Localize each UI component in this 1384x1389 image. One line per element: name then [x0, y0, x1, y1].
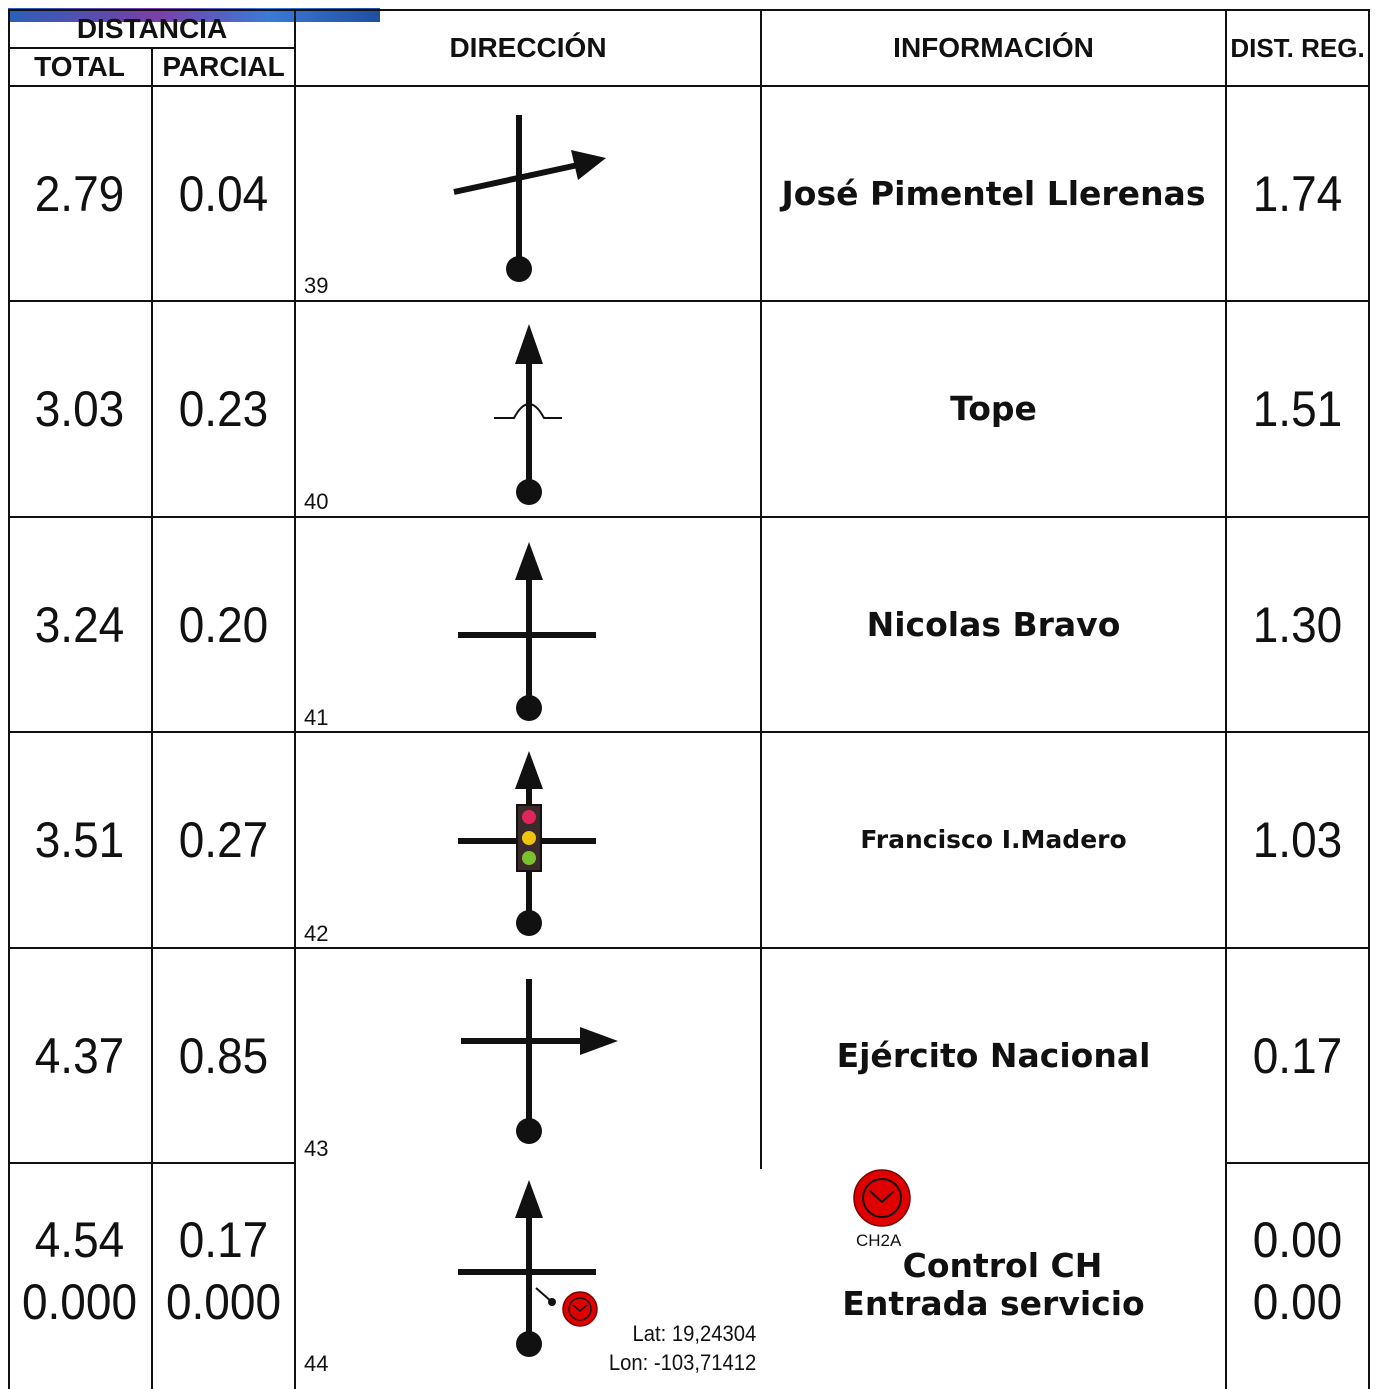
- dist-reg-cell: 0.00 0.00: [1233, 1164, 1363, 1377]
- total-value-secondary: 0.000: [21, 1273, 138, 1330]
- parcial-value-secondary: 0.000: [165, 1273, 282, 1330]
- traffic-light-straight-icon: [458, 751, 596, 936]
- parcial-value: 0.27: [178, 812, 269, 868]
- info-line-2: Entrada servicio: [842, 1284, 1145, 1323]
- longitude: Lon: -103,71412: [608, 1350, 756, 1375]
- total-cell: 4.54 0.000: [14, 1164, 146, 1377]
- step-number: 44: [304, 1351, 329, 1376]
- parcial-value: 0.04: [178, 165, 269, 222]
- dist-reg-value: 0.17: [1252, 1027, 1343, 1084]
- dist-reg-value-secondary: 0.00: [1252, 1273, 1343, 1330]
- total-value: 2.79: [34, 165, 125, 222]
- crossing-right-arrow-icon: [453, 115, 606, 282]
- header-direccion: DIRECCIÓN: [449, 32, 607, 63]
- header-dist-reg: DIST. REG.: [1230, 32, 1365, 63]
- step-number: 43: [304, 1136, 329, 1161]
- info-text: José Pimentel Llerenas: [781, 173, 1206, 213]
- control-badge-icon: [853, 1169, 911, 1227]
- parcial-value: 0.85: [178, 1027, 269, 1084]
- roadbook-table: DISTANCIA TOTAL PARCIAL DIRECCIÓN INFORM…: [8, 9, 1370, 1389]
- total-value: 3.51: [34, 812, 125, 868]
- info-text: Control CH Entrada servicio: [762, 1245, 1225, 1325]
- info-text: Tope: [950, 389, 1037, 428]
- dist-reg-value: 0.00: [1252, 1211, 1343, 1268]
- dist-reg-value: 1.51: [1252, 381, 1343, 437]
- step-number: 40: [304, 489, 329, 514]
- info-line-1: Control CH: [902, 1246, 1103, 1285]
- latitude: Lat: 19,24304: [632, 1321, 756, 1346]
- coordinates: Lat: 19,24304 Lon: -103,71412: [609, 1319, 756, 1377]
- parcial-cell: 0.17 0.000: [159, 1164, 289, 1377]
- dist-reg-value: 1.30: [1252, 596, 1343, 653]
- step-number: 39: [304, 273, 329, 298]
- speed-bump-straight-icon: [494, 324, 562, 505]
- header-informacion: INFORMACIÓN: [893, 32, 1094, 63]
- info-text: Nicolas Bravo: [866, 604, 1121, 644]
- total-value: 4.54: [34, 1211, 125, 1268]
- total-value: 3.24: [34, 596, 125, 653]
- crossroad-turn-right-icon: [461, 979, 618, 1144]
- info-text: Ejército Nacional: [836, 1035, 1151, 1075]
- total-value: 4.37: [34, 1027, 125, 1084]
- crossroad-straight-icon: [458, 542, 596, 721]
- header-parcial: PARCIAL: [162, 51, 285, 82]
- total-value: 3.03: [34, 381, 125, 437]
- step-number: 41: [304, 705, 329, 730]
- control-point-icon: [458, 1180, 598, 1357]
- parcial-value: 0.17: [178, 1211, 269, 1268]
- dist-reg-value: 1.03: [1252, 812, 1343, 868]
- control-code: CH2A: [856, 1231, 902, 1250]
- header-total: TOTAL: [34, 51, 125, 82]
- info-text: Francisco I.Madero: [860, 825, 1127, 854]
- step-number: 42: [304, 921, 329, 946]
- dist-reg-value: 1.74: [1252, 165, 1343, 222]
- parcial-value: 0.23: [178, 381, 269, 437]
- header-distancia: DISTANCIA: [76, 13, 228, 44]
- top-color-strip: [8, 8, 380, 22]
- parcial-value: 0.20: [178, 596, 269, 653]
